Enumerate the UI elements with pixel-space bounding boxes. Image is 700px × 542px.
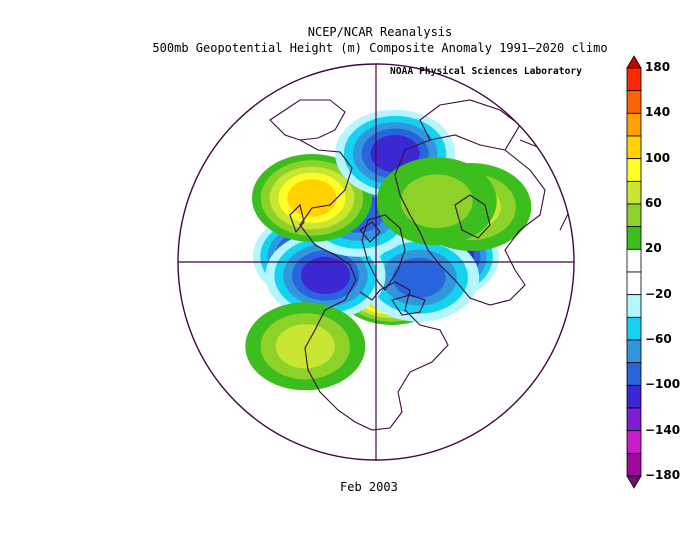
coastline-japan [289,203,305,234]
colorbar-swatch [626,226,642,250]
colorbar-tick-label: −180 [645,468,681,482]
anomaly-n-atlantic-ridge [245,302,366,391]
anomaly-contour [287,179,337,217]
colorbar-tick-label: −100 [645,377,681,392]
colorbar-swatch [626,135,642,160]
colorbar-swatch [626,452,642,477]
coastline-arctic-islands [359,221,426,316]
colorbar-tick-label: −140 [645,422,681,437]
colorbar-swatch [626,90,642,114]
anomaly-contour [400,174,473,229]
colorbar-swatch [626,294,642,318]
colorbar-tick-label: 180 [645,60,671,74]
colorbar-swatch [626,362,642,386]
colorbar [626,55,642,489]
colorbar-tick-label: 100 [645,150,671,165]
coastline-north-america [299,139,449,431]
anomaly-kara-low [359,233,480,322]
colorbar-swatch [626,180,642,205]
colorbar-min-arrow [626,475,642,489]
chart-subtitle: 500mb Geopotential Height (m) Composite … [152,41,608,55]
colorbar-swatch [626,407,642,432]
colorbar-tick-label: 140 [645,105,671,120]
coastline-east-asia [269,99,346,141]
colorbar-tick-label: 20 [645,241,662,256]
colorbar-swatch [626,316,642,341]
colorbar-swatch [626,339,642,364]
colorbar-tick-label: −20 [645,286,672,301]
colorbar-swatch [626,203,642,228]
colorbar-swatch [626,67,642,92]
coastline-scandinavia [454,194,491,239]
anomaly-east-asia-ridge [376,157,497,246]
colorbar-swatch [626,112,642,137]
colorbar-swatch [626,271,642,296]
anomaly-field [245,109,532,391]
colorbar-swatch [626,248,642,273]
colorbar-swatch [626,158,642,182]
anomaly-contour [300,256,351,295]
anomaly-contour [275,324,335,369]
colorbar-tick-label: −60 [645,332,672,346]
chart-title: NCEP/NCAR Reanalysis [307,25,453,39]
coastline-eurasia [394,134,546,306]
colorbar-tick-label: 60 [645,196,662,210]
colorbar-swatch [626,430,642,454]
colorbar-max-arrow [626,55,642,69]
period-label: Feb 2003 [340,480,398,494]
credit-label: NOAA Physical Sciences Laboratory [390,66,583,77]
colorbar-swatch [626,384,642,409]
